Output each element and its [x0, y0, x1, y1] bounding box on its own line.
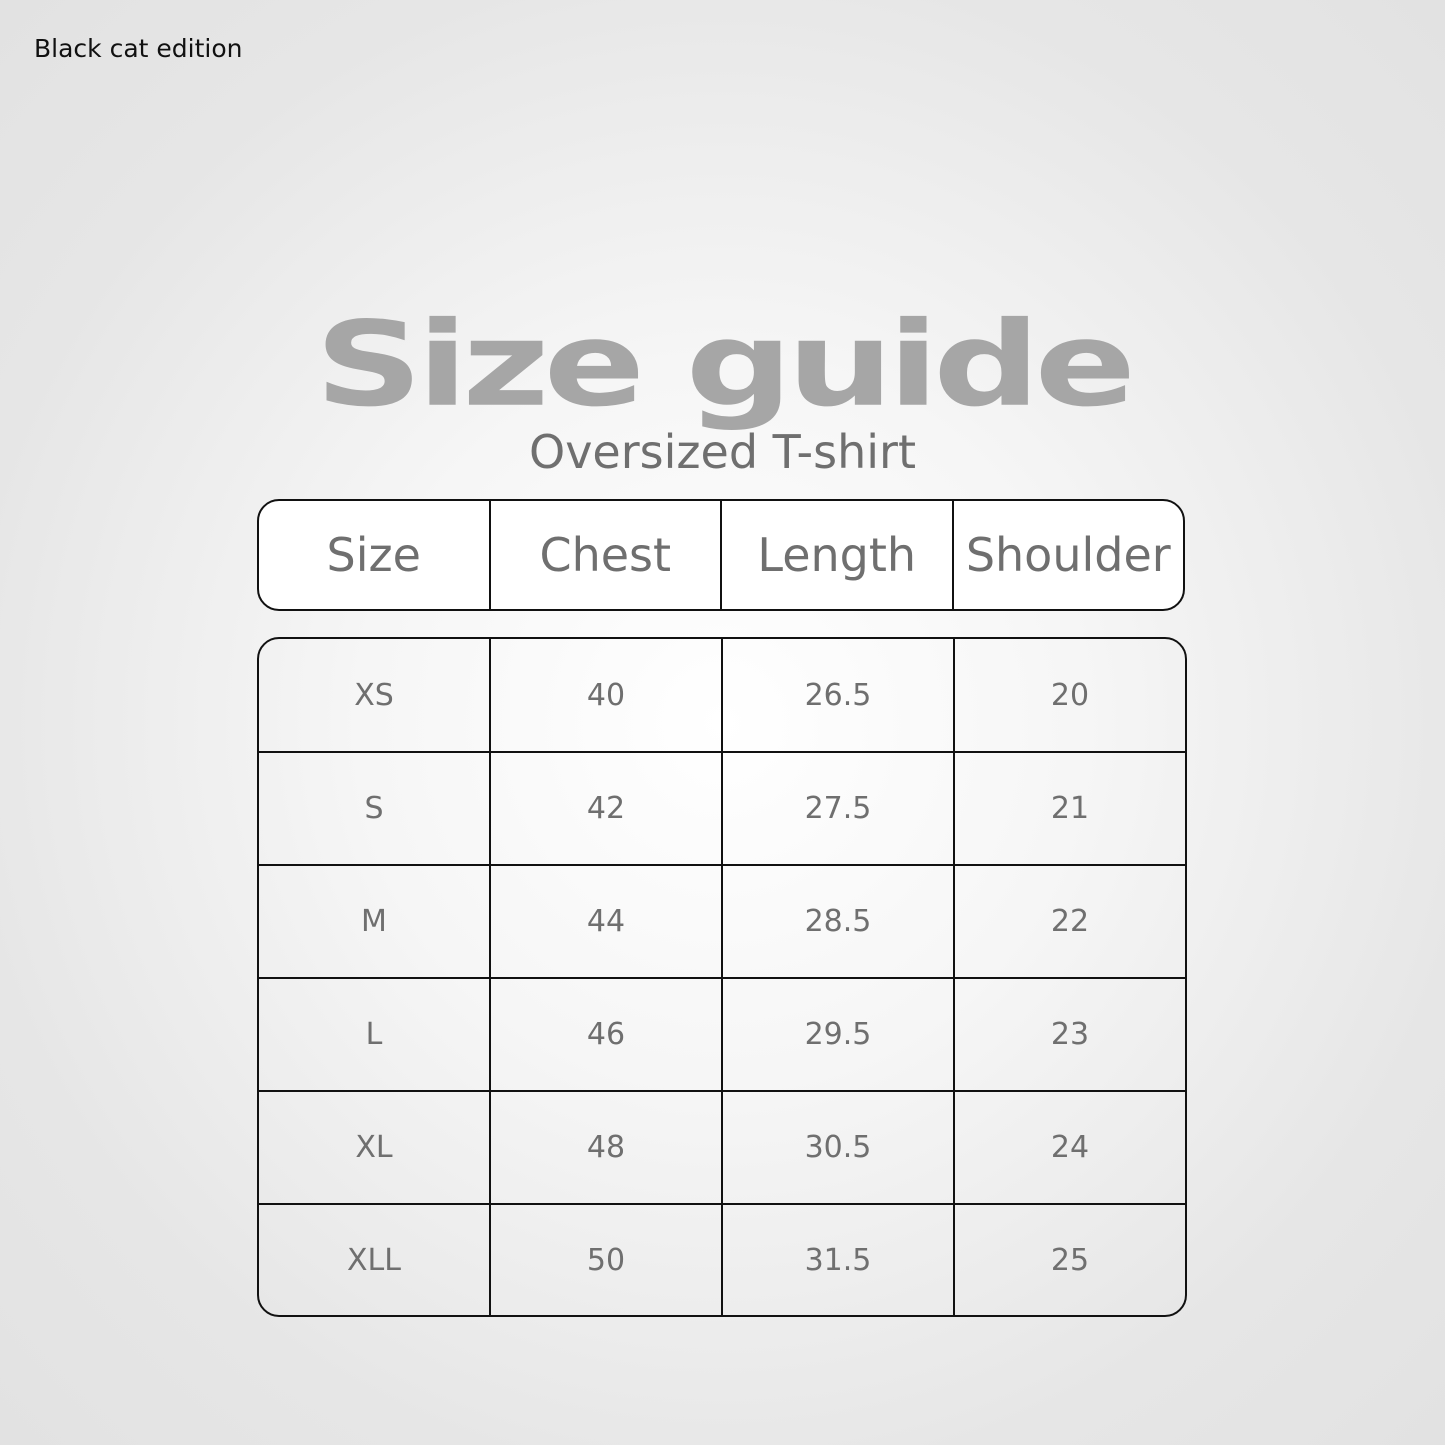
table-row: M 44 28.5 22 — [259, 864, 1185, 977]
page-title: Size guide — [314, 297, 1136, 433]
table-cell: 29.5 — [721, 979, 953, 1090]
table-cell: 50 — [489, 1205, 721, 1315]
table-row: XS 40 26.5 20 — [259, 639, 1185, 751]
header-size: Size — [326, 528, 421, 582]
table-cell: 28.5 — [721, 866, 953, 977]
table-cell: S — [364, 791, 384, 826]
table-cell: 30.5 — [721, 1092, 953, 1203]
header-chest: Chest — [488, 501, 721, 609]
table-cell: 48 — [489, 1092, 721, 1203]
edition-label: Black cat edition — [34, 34, 243, 63]
header-length: Length — [720, 501, 952, 609]
table-cell: 44 — [489, 866, 721, 977]
table-cell: 26.5 — [721, 639, 953, 751]
table-cell: 23 — [953, 979, 1185, 1090]
table-header: Size Chest Length Shoulder — [257, 499, 1185, 611]
subtitle: Oversized T-shirt — [529, 425, 916, 479]
table-row: XL 48 30.5 24 — [259, 1090, 1185, 1203]
table-cell: 24 — [953, 1092, 1185, 1203]
table-cell: XL — [355, 1130, 393, 1165]
table-cell: 25 — [953, 1205, 1185, 1315]
table-cell: 20 — [953, 639, 1185, 751]
table-row: L 46 29.5 23 — [259, 977, 1185, 1090]
table-cell: 42 — [489, 753, 721, 864]
table-cell: 31.5 — [721, 1205, 953, 1315]
table-row: S 42 27.5 21 — [259, 751, 1185, 864]
table-row: XLL 50 31.5 25 — [259, 1203, 1185, 1315]
table-cell: XLL — [347, 1243, 401, 1278]
table-cell: 22 — [953, 866, 1185, 977]
table-cell: XS — [354, 677, 394, 713]
table-cell: 46 — [489, 979, 721, 1090]
table-cell: M — [361, 904, 387, 939]
table-cell: 40 — [489, 639, 721, 751]
header-shoulder: Shoulder — [951, 501, 1184, 609]
table-body: XS 40 26.5 20 S 42 27.5 21 M 44 28.5 22 L 46 29.5 23 XL 4… — [257, 637, 1187, 1317]
table-cell: L — [365, 1017, 383, 1052]
table-cell: 21 — [953, 753, 1185, 864]
table-cell: 27.5 — [721, 753, 953, 864]
